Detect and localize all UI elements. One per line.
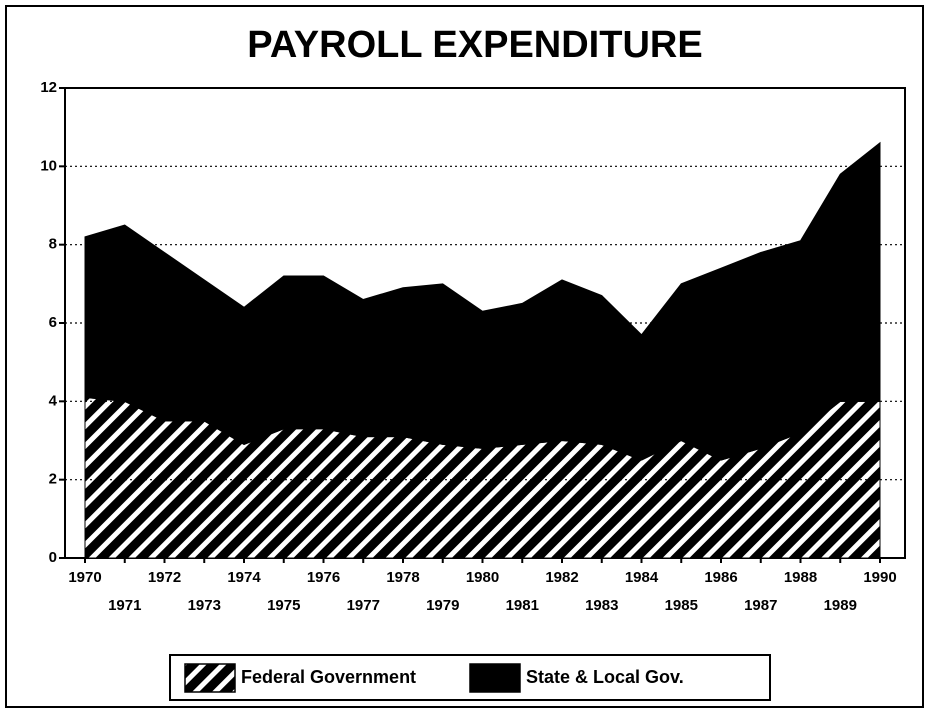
- x-tick-label: 1977: [347, 597, 380, 614]
- x-tick-label: 1971: [108, 597, 141, 614]
- x-tick-label: 1982: [545, 569, 578, 586]
- x-tick-label: 1972: [148, 569, 181, 586]
- legend-label: Federal Government: [241, 667, 416, 687]
- legend-label: State & Local Gov.: [526, 667, 684, 687]
- x-tick-label: 1974: [227, 569, 261, 586]
- x-tick-label: 1988: [784, 569, 817, 586]
- x-tick-label: 1979: [426, 597, 459, 614]
- x-tick-label: 1975: [267, 597, 300, 614]
- x-tick-label: 1989: [824, 597, 857, 614]
- y-tick-label: 4: [49, 392, 58, 409]
- y-tick-label: 10: [40, 157, 57, 174]
- y-tick-label: 0: [49, 549, 57, 566]
- legend-swatch: [469, 663, 521, 693]
- legend-box: [169, 654, 771, 701]
- x-tick-label: 1987: [744, 597, 777, 614]
- legend-swatch: [184, 663, 236, 693]
- x-tick-label: 1981: [506, 597, 539, 614]
- x-tick-label: 1984: [625, 569, 659, 586]
- x-tick-label: 1983: [585, 597, 618, 614]
- x-tick-label: 1970: [68, 569, 101, 586]
- frame: [5, 5, 924, 708]
- x-tick-label: 1985: [665, 597, 698, 614]
- y-tick-label: 12: [40, 79, 57, 96]
- x-tick-label: 1980: [466, 569, 499, 586]
- x-tick-label: 1976: [307, 569, 340, 586]
- y-tick-label: 2: [49, 471, 57, 488]
- x-tick-label: 1986: [704, 569, 737, 586]
- x-tick-label: 1990: [863, 569, 896, 586]
- y-tick-label: 6: [49, 314, 57, 331]
- x-tick-label: 1973: [188, 597, 221, 614]
- y-tick-label: 8: [49, 236, 57, 253]
- chart-title: PAYROLL EXPENDITURE: [247, 24, 702, 66]
- x-tick-label: 1978: [386, 569, 419, 586]
